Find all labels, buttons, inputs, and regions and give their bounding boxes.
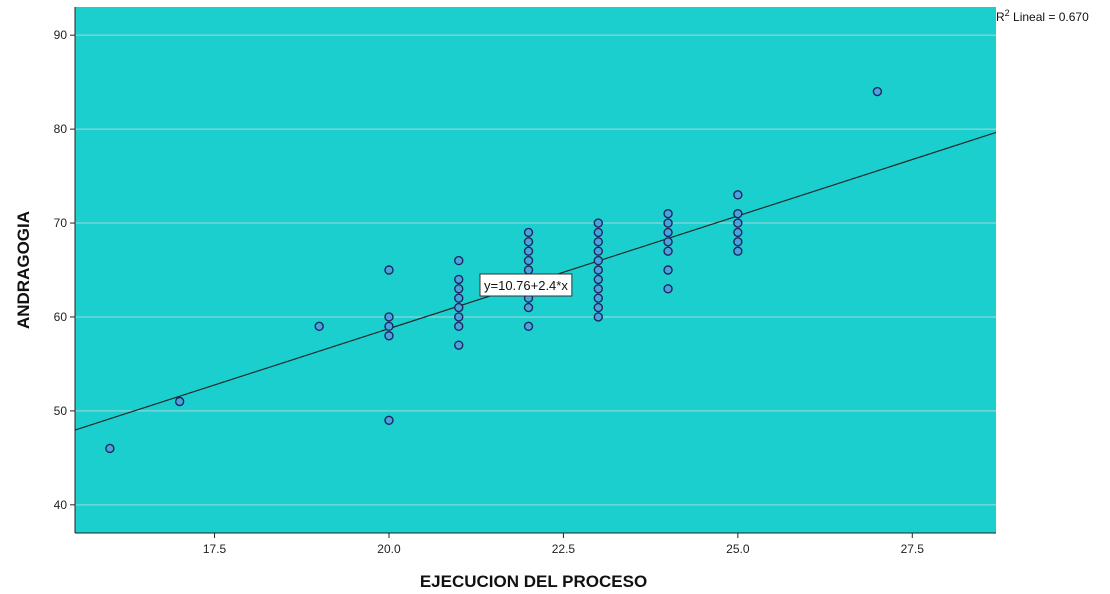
data-point	[663, 208, 673, 219]
data-point	[593, 302, 603, 313]
data-point	[593, 237, 603, 247]
data-point	[454, 284, 464, 294]
data-point	[384, 265, 394, 275]
data-point	[454, 312, 464, 322]
y-axis-title: ANDRAGOGIA	[14, 211, 33, 329]
fit-equation-text: y=10.76+2.4*x	[484, 278, 568, 293]
data-point	[105, 443, 115, 454]
fit-equation-label: y=10.76+2.4*x	[479, 273, 573, 297]
data-point	[384, 321, 394, 332]
data-point	[454, 274, 464, 285]
plot-area	[75, 7, 996, 533]
data-point	[593, 255, 603, 266]
data-point	[523, 227, 534, 238]
data-point	[663, 246, 673, 256]
data-point	[593, 312, 603, 322]
x-tick-label-22.5: 22.5	[552, 542, 576, 556]
data-point	[384, 312, 394, 322]
x-axis-title: EJECUCION DEL PROCESO	[420, 572, 647, 591]
r-squared-label: R2 Lineal = 0.670	[996, 8, 1089, 24]
data-point	[523, 246, 534, 256]
y-tick-label-90: 90	[54, 28, 68, 42]
y-tick-label-60: 60	[54, 310, 68, 324]
data-point	[593, 246, 603, 256]
r2-superscript: 2	[1005, 8, 1010, 18]
grid-lines	[75, 34, 996, 506]
data-point	[593, 284, 603, 294]
data-point	[454, 255, 464, 266]
y-tick-label-40: 40	[54, 498, 68, 512]
data-point	[523, 255, 534, 266]
data-point	[733, 190, 743, 200]
data-point	[663, 218, 673, 228]
data-point	[384, 331, 394, 341]
data-point	[872, 86, 883, 97]
data-point	[663, 284, 673, 294]
data-point	[593, 227, 603, 238]
data-point	[454, 321, 464, 332]
r2-base: R	[996, 10, 1005, 24]
y-tick-label-50: 50	[54, 404, 68, 418]
data-points	[105, 86, 883, 454]
data-point	[454, 293, 464, 303]
x-tick-labels: 17.5 20.0 22.5 25.0 27.5	[203, 542, 924, 556]
data-point	[314, 321, 324, 332]
data-point	[593, 293, 603, 303]
data-point	[454, 340, 464, 350]
r2-value: Lineal = 0.670	[1010, 10, 1089, 24]
data-point	[663, 265, 673, 275]
data-point	[523, 302, 534, 313]
data-point	[733, 218, 743, 228]
data-point	[733, 237, 743, 247]
axes	[70, 7, 996, 538]
data-point	[733, 227, 743, 238]
x-tick-label-25: 25.0	[726, 542, 750, 556]
data-point	[523, 265, 534, 275]
y-tick-labels: 40 50 60 70 80 90	[54, 28, 68, 512]
data-point	[384, 415, 394, 425]
data-point	[593, 218, 603, 228]
data-point	[663, 237, 673, 247]
data-point	[593, 274, 603, 285]
data-point	[454, 302, 464, 313]
data-point	[523, 237, 534, 247]
x-tick-label-20: 20.0	[377, 542, 401, 556]
x-tick-label-17.5: 17.5	[203, 542, 227, 556]
y-tick-label-80: 80	[54, 122, 68, 136]
data-point	[174, 396, 185, 407]
data-point	[593, 265, 603, 275]
y-tick-label-70: 70	[54, 216, 68, 230]
data-point	[663, 227, 673, 238]
data-point	[733, 208, 743, 219]
data-point	[733, 246, 743, 256]
data-point	[523, 321, 534, 332]
x-tick-label-27.5: 27.5	[901, 542, 925, 556]
